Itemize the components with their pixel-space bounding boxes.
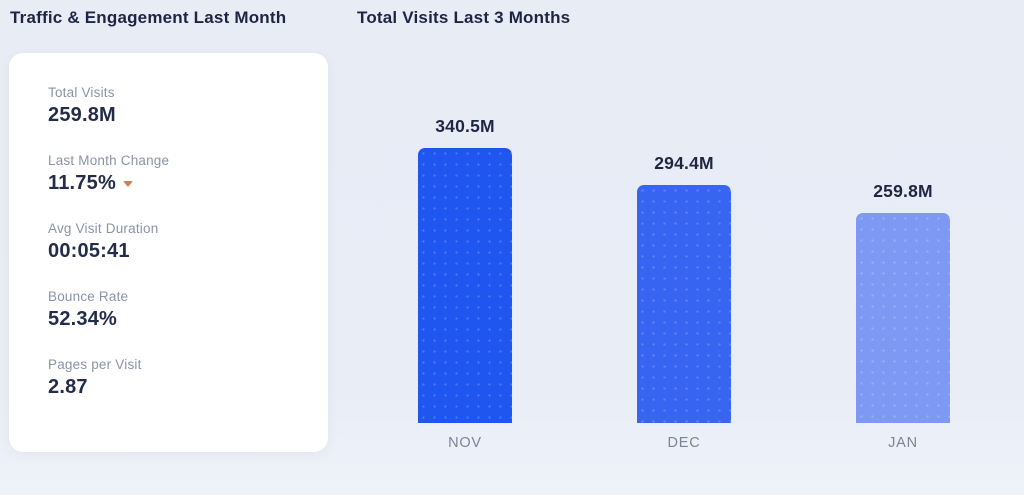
bar-group-nov: 340.5M NOV — [410, 116, 520, 451]
bar-nov[interactable] — [418, 148, 512, 423]
bar-value-label: 259.8M — [873, 181, 933, 201]
stat-label: Pages per Visit — [48, 357, 142, 372]
stat-total-visits: Total Visits 259.8M — [48, 84, 308, 129]
stat-label: Last Month Change — [48, 153, 170, 168]
stat-value: 11.75% — [48, 170, 308, 197]
bar-value-label: 340.5M — [435, 116, 495, 136]
page-title: Traffic & Engagement Last Month — [10, 8, 287, 27]
bar-dec[interactable] — [637, 185, 731, 423]
bar-group-dec: 294.4M DEC — [629, 153, 739, 451]
stat-last-month-change: Last Month Change 11.75% — [48, 152, 308, 197]
stat-avg-visit-duration: Avg Visit Duration 00:05:41 — [48, 220, 308, 265]
chart-title: Total Visits Last 3 Months — [357, 8, 571, 27]
stat-value: 00:05:41 — [48, 240, 130, 262]
axis-tick-label: JAN — [888, 435, 918, 451]
stat-value: 2.87 — [48, 376, 88, 398]
traffic-stats-card: Total Visits 259.8M Last Month Change 11… — [9, 53, 328, 452]
axis-tick-label: DEC — [667, 435, 701, 451]
axis-tick-label: NOV — [448, 435, 482, 451]
stat-label: Bounce Rate — [48, 289, 129, 304]
stat-pages-per-visit: Pages per Visit 2.87 — [48, 356, 308, 401]
bar-value-label: 294.4M — [654, 153, 714, 173]
bar-group-jan: 259.8M JAN — [848, 181, 958, 451]
stat-label: Total Visits — [48, 85, 115, 100]
change-value: 11.75% — [48, 172, 116, 194]
stat-label: Avg Visit Duration — [48, 221, 159, 236]
trend-down-icon — [122, 181, 133, 187]
stat-value: 52.34% — [48, 308, 118, 330]
bar-jan[interactable] — [856, 213, 950, 423]
stat-value: 259.8M — [48, 104, 116, 126]
stat-bounce-rate: Bounce Rate 52.34% — [48, 288, 308, 333]
